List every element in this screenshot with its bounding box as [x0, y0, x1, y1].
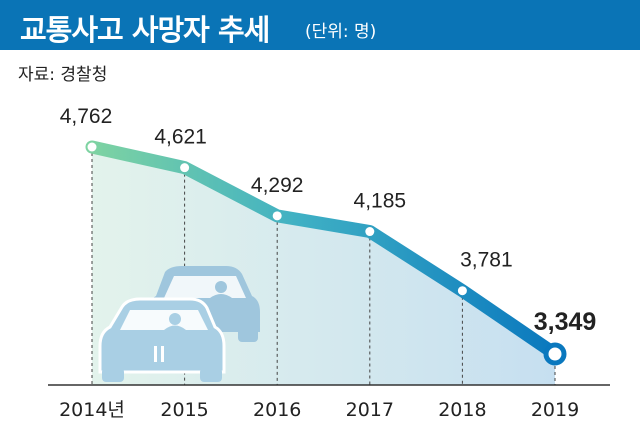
x-tick-label: 2016: [253, 399, 301, 421]
x-tick-label: 2015: [160, 399, 208, 421]
series-line: [85, 140, 562, 361]
data-point: [87, 142, 97, 152]
x-tick-label: 2014년: [59, 399, 125, 421]
value-label: 4,621: [154, 126, 207, 149]
header-bar: 교통사고 사망자 추세 (단위: 명): [0, 0, 640, 50]
value-label: 4,762: [60, 105, 113, 128]
data-point: [543, 342, 567, 366]
car-icon: [98, 297, 226, 382]
value-label: 4,292: [251, 174, 304, 197]
source-label: 자료: 경찰청: [18, 65, 108, 85]
x-tick-label: 2018: [438, 399, 486, 421]
unit-label: (단위: 명): [305, 22, 377, 42]
value-label: 3,781: [460, 249, 513, 272]
value-label: 4,185: [354, 190, 407, 213]
chart-title: 교통사고 사망자 추세: [20, 13, 270, 47]
value-label: 3,349: [534, 308, 597, 336]
x-tick-label: 2019: [531, 399, 579, 421]
x-tick-label: 2017: [346, 399, 394, 421]
data-point: [365, 227, 375, 237]
data-point: [180, 163, 190, 173]
data-point: [457, 286, 467, 296]
data-point: [272, 211, 282, 221]
